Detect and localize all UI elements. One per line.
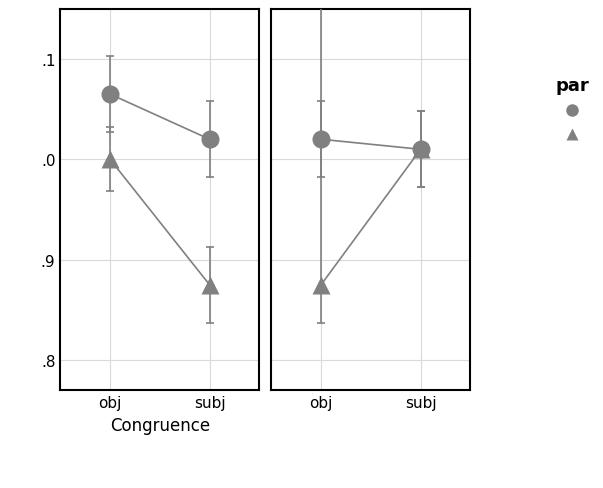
X-axis label: Congruence: Congruence — [110, 416, 210, 434]
Legend: , : , — [549, 71, 595, 149]
